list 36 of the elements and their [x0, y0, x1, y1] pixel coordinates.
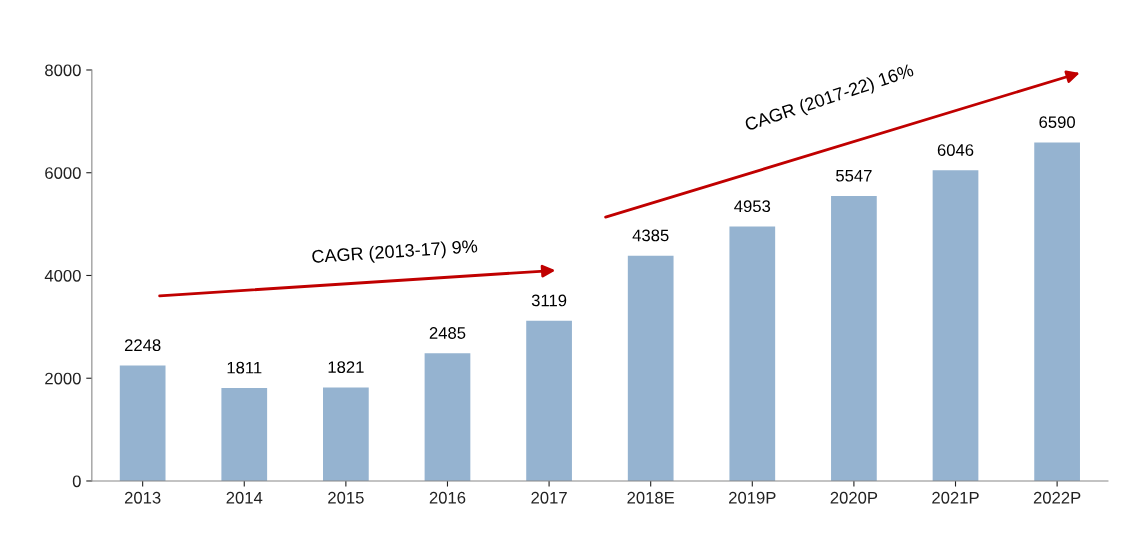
bar	[729, 226, 776, 481]
y-tick-label: 2000	[45, 372, 81, 385]
y-tick-label: 4000	[44, 269, 81, 282]
bar	[323, 387, 369, 481]
bar	[1034, 142, 1080, 481]
x-tick-label: 2015	[328, 491, 364, 504]
bar	[424, 353, 471, 481]
x-tick-label: 2018E	[627, 491, 675, 504]
data-label: 6590	[1039, 116, 1075, 129]
x-tick-label: 2020P	[830, 491, 878, 504]
y-tick-label: 8000	[45, 64, 81, 77]
y-tick-label: 6000	[45, 167, 81, 179]
data-label: 1811	[227, 361, 262, 374]
bar	[831, 196, 877, 481]
bar	[627, 255, 674, 481]
bar	[119, 365, 166, 481]
bar	[932, 170, 979, 481]
x-tick-label: 2016	[429, 491, 466, 504]
x-tick-label: 2021P	[932, 491, 979, 504]
bar	[221, 387, 268, 481]
data-label: 4385	[632, 229, 669, 242]
x-tick-label: 2013	[124, 491, 161, 504]
x-tick-label: 2022P	[1033, 491, 1081, 504]
x-tick-label: 2014	[226, 491, 263, 504]
data-label: 1821	[328, 361, 364, 374]
data-label: 2485	[429, 327, 466, 339]
data-label: 2248	[124, 339, 161, 352]
bar	[526, 320, 572, 481]
y-tick-label: 0	[72, 475, 81, 488]
data-label: 3119	[531, 294, 567, 307]
data-label: 5547	[836, 169, 872, 182]
data-label: 4953	[734, 200, 771, 213]
data-label: 6046	[937, 144, 974, 156]
x-tick-label: 2019P	[729, 491, 776, 504]
x-tick-label: 2017	[531, 491, 567, 504]
annotation: CAGR (2013-17) 9%	[311, 239, 478, 267]
